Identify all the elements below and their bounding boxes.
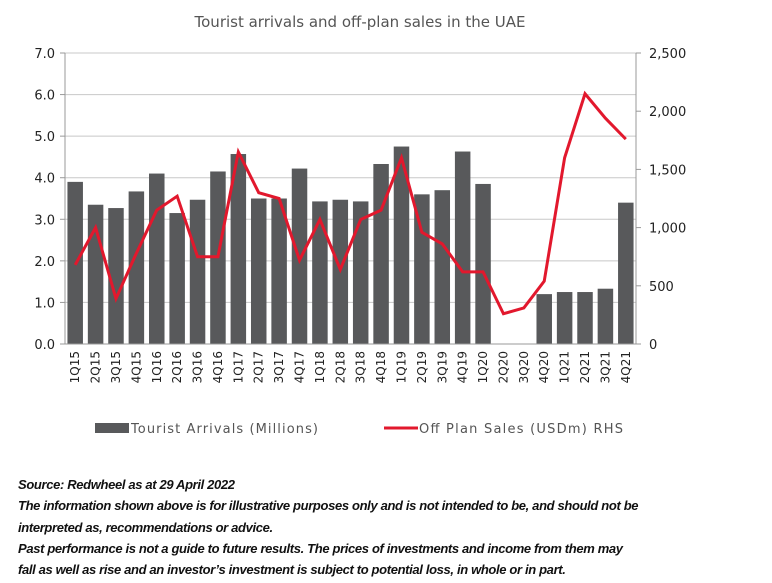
left-tick-label: 3.0 <box>34 213 55 228</box>
left-tick-label: 6.0 <box>34 89 55 104</box>
line-path <box>73 90 627 316</box>
x-tick-label: 3Q20 <box>517 351 531 383</box>
right-tick-label: 500 <box>649 280 674 295</box>
x-tick-label: 1Q19 <box>394 351 408 383</box>
right-tick-label: 0 <box>649 338 657 353</box>
left-tick-label: 7.0 <box>34 47 55 62</box>
bar <box>454 151 471 344</box>
bar <box>434 190 451 344</box>
bar <box>189 199 206 344</box>
left-tick-label: 4.0 <box>34 172 55 187</box>
x-tick-label: 4Q21 <box>619 351 633 383</box>
right-tick-label: 2,000 <box>649 105 686 120</box>
bar <box>250 198 267 344</box>
x-tick-label: 3Q21 <box>598 351 612 383</box>
bar <box>352 201 369 344</box>
x-tick-label: 2Q17 <box>252 351 266 383</box>
x-tick-label: 3Q19 <box>435 351 449 383</box>
bar <box>393 146 410 344</box>
bar <box>577 292 593 344</box>
legend: Tourist Arrivals (Millions) Off Plan Sal… <box>95 422 623 437</box>
right-axis-ticks: 0 500 1,000 1,500 2,000 2,500 <box>649 47 686 353</box>
bar <box>373 163 389 344</box>
legend-swatch-bar <box>95 423 129 433</box>
bar-series <box>67 146 634 344</box>
left-axis-ticks: 0.0 1.0 2.0 3.0 4.0 5.0 6.0 7.0 <box>34 47 55 353</box>
x-tick-label: 3Q15 <box>109 351 123 383</box>
x-tick-label: 4Q18 <box>374 351 388 383</box>
x-tick-label: 2Q16 <box>170 351 184 383</box>
x-tick-label: 2Q15 <box>89 351 103 383</box>
disclaimer-line: Past performance is not a guide to futur… <box>18 540 623 556</box>
bar <box>312 201 328 344</box>
bar <box>271 198 287 344</box>
x-tick-label: 3Q16 <box>191 351 205 383</box>
x-tick-label: 2Q20 <box>496 351 510 383</box>
bar <box>618 202 634 344</box>
x-tick-label: 1Q20 <box>476 351 490 383</box>
bar <box>128 191 145 344</box>
x-tick-label: 4Q20 <box>537 351 551 383</box>
x-tick-label: 3Q17 <box>272 351 286 383</box>
left-tick-label: 5.0 <box>34 130 55 145</box>
x-tick-label: 2Q19 <box>415 351 429 383</box>
x-tick-label: 1Q17 <box>231 351 245 383</box>
disclaimer-line: The information shown above is for illus… <box>18 498 639 514</box>
x-tick-label: 4Q15 <box>129 351 143 383</box>
bar <box>169 213 185 344</box>
x-tick-label: 4Q17 <box>293 351 307 383</box>
x-tick-label: 4Q16 <box>211 351 225 383</box>
x-tick-label: 2Q21 <box>578 351 592 383</box>
footnotes: Source: Redwheel as at 29 April 2022 The… <box>18 474 768 580</box>
chart: Tourist arrivals and off-plan sales in t… <box>34 13 686 437</box>
line-series <box>73 90 627 316</box>
left-tick-label: 1.0 <box>34 296 55 311</box>
axes <box>60 52 641 345</box>
x-tick-label: 1Q21 <box>558 351 572 383</box>
x-tick-label: 3Q18 <box>354 351 368 383</box>
legend-label-bar: Tourist Arrivals (Millions) <box>130 422 318 437</box>
source-note: Source: Redwheel as at 29 April 2022 <box>18 477 235 492</box>
legend-label-line: Off Plan Sales (USDm) RHS <box>419 422 623 437</box>
chart-title: Tourist arrivals and off-plan sales in t… <box>194 13 526 31</box>
bar <box>536 294 552 344</box>
bar <box>597 288 614 344</box>
x-tick-label: 4Q19 <box>456 351 470 383</box>
bar <box>230 154 247 344</box>
disclaimer-line: interpreted as, recommendations or advic… <box>18 519 273 535</box>
bar <box>149 173 165 344</box>
x-tick-label: 1Q16 <box>150 351 164 383</box>
right-tick-label: 1,500 <box>649 163 686 178</box>
x-axis-ticks: 1Q15 2Q15 3Q15 4Q15 1Q16 2Q16 3Q16 4Q16 1Q17 2Q17… <box>68 351 633 383</box>
bar <box>475 183 491 344</box>
bar <box>414 194 430 344</box>
left-tick-label: 2.0 <box>34 255 55 270</box>
bar <box>556 292 573 344</box>
disclaimer-line: fall as well as rise and an investor’s i… <box>18 562 566 578</box>
left-tick-label: 0.0 <box>34 338 55 353</box>
x-tick-label: 1Q18 <box>313 351 327 383</box>
right-tick-label: 1,000 <box>649 222 686 237</box>
x-tick-label: 2Q18 <box>333 351 347 383</box>
x-tick-label: 1Q15 <box>68 351 82 383</box>
bar <box>108 208 124 344</box>
right-tick-label: 2,500 <box>649 47 686 62</box>
